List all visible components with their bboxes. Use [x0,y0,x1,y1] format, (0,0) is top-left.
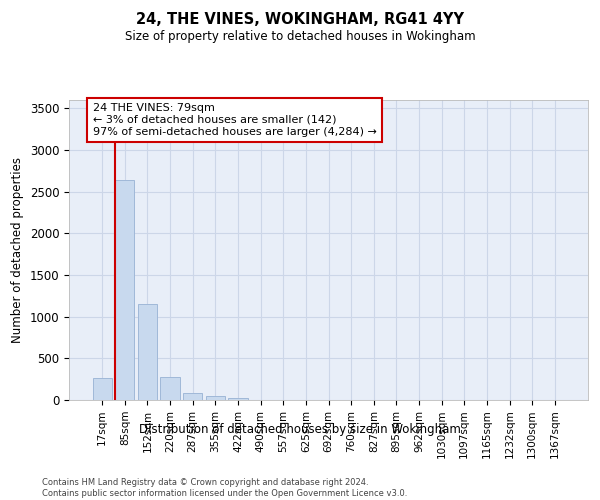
Y-axis label: Number of detached properties: Number of detached properties [11,157,24,343]
Bar [183,392,202,400]
Bar [138,304,157,400]
Bar [92,378,112,400]
Bar [229,398,248,400]
Text: 24 THE VINES: 79sqm
← 3% of detached houses are smaller (142)
97% of semi-detach: 24 THE VINES: 79sqm ← 3% of detached hou… [93,104,377,136]
Bar [160,376,180,400]
Bar [115,180,134,400]
Text: Distribution of detached houses by size in Wokingham: Distribution of detached houses by size … [139,422,461,436]
Text: Contains HM Land Registry data © Crown copyright and database right 2024.
Contai: Contains HM Land Registry data © Crown c… [42,478,407,498]
Text: 24, THE VINES, WOKINGHAM, RG41 4YY: 24, THE VINES, WOKINGHAM, RG41 4YY [136,12,464,28]
Bar [206,396,225,400]
Text: Size of property relative to detached houses in Wokingham: Size of property relative to detached ho… [125,30,475,43]
